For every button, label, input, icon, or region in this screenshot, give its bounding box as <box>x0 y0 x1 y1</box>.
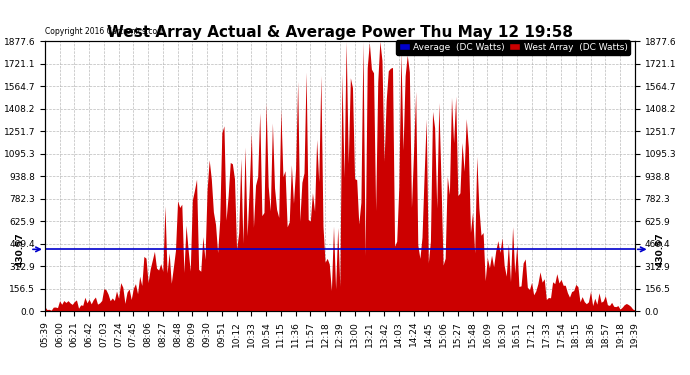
Legend: Average  (DC Watts), West Array  (DC Watts): Average (DC Watts), West Array (DC Watts… <box>396 40 630 55</box>
Text: 430.57: 430.57 <box>655 232 664 267</box>
Text: Copyright 2016 Cartronics.com: Copyright 2016 Cartronics.com <box>45 27 164 36</box>
Text: 430.57: 430.57 <box>16 232 25 267</box>
Title: West Array Actual & Average Power Thu May 12 19:58: West Array Actual & Average Power Thu Ma… <box>107 25 573 40</box>
